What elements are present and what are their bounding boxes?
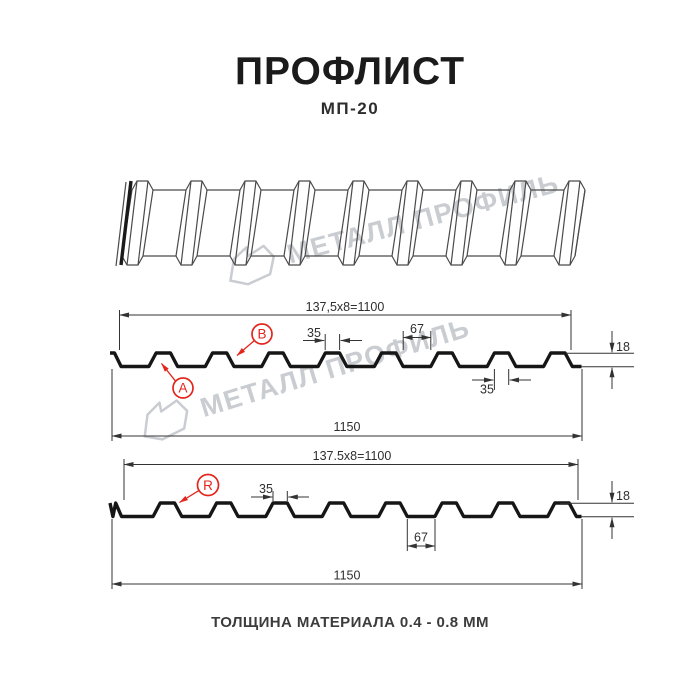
- dim-overall-width: 1150: [334, 420, 361, 434]
- dim-coverage-width-top: 137,5x8=1100: [306, 300, 385, 314]
- metall-profil-logo-icon: [143, 399, 189, 441]
- dim-valley-width: 67: [414, 531, 428, 545]
- callout-circle-r: [196, 473, 220, 497]
- watermark-brand-text: МЕТАЛЛ ПРОФИЛЬ: [196, 311, 474, 423]
- watermark-upper: МЕТАЛЛ ПРОФИЛЬ: [218, 161, 564, 293]
- callout-label-b: В: [257, 327, 266, 342]
- callout-circle-b: [251, 323, 273, 345]
- profile-bottom-dimension-lines: [111, 459, 634, 589]
- profile-bottom-section: R 137.5x8=1100 35 67 18 1150: [108, 449, 634, 589]
- watermark-lower: МЕТАЛЛ ПРОФИЛЬ: [132, 306, 476, 449]
- profile-model-label: МП-20: [320, 99, 380, 118]
- dim-profile-height: 18: [616, 489, 630, 503]
- dim-rib-bottom-width: 35: [480, 383, 494, 397]
- dim-rib-top-width: 35: [307, 326, 321, 340]
- dim-profile-height: 18: [616, 340, 630, 354]
- callout-label-r: R: [203, 478, 213, 493]
- dim-coverage-width-bottom: 137.5x8=1100: [313, 449, 392, 463]
- profile-bottom-outline: [108, 501, 582, 519]
- dim-overall-width: 1150: [334, 569, 361, 583]
- page-title: ПРОФЛИСТ: [234, 50, 466, 93]
- dim-rib-top-width: 35: [259, 482, 273, 496]
- material-thickness-note: ТОЛЩИНА МАТЕРИАЛА 0.4 - 0.8 ММ: [211, 614, 489, 631]
- metall-profil-logo-icon: [229, 244, 275, 286]
- watermark-brand-text: МЕТАЛЛ ПРОФИЛЬ: [283, 167, 563, 269]
